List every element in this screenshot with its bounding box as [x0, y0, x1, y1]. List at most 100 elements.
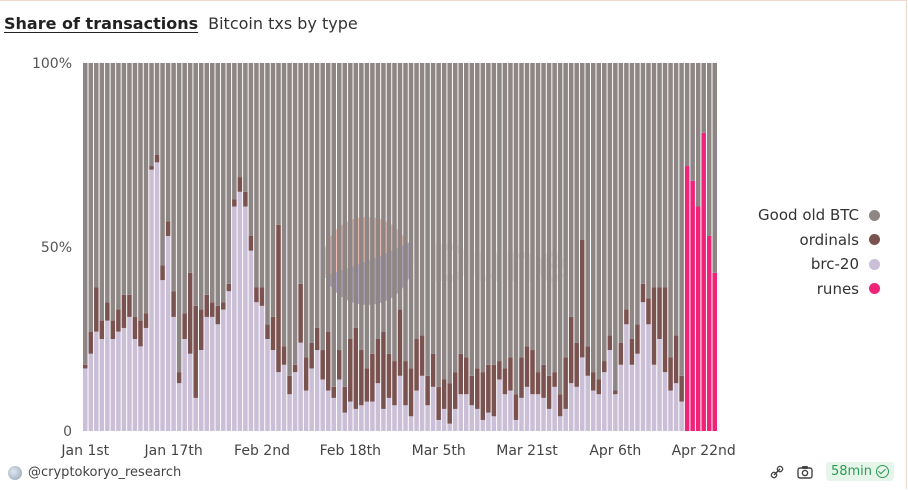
bar-ordinals[interactable] — [226, 283, 232, 292]
bar-good-old-btc[interactable] — [281, 63, 287, 347]
bar-good-old-btc[interactable] — [524, 63, 530, 347]
bar-good-old-btc[interactable] — [624, 63, 629, 310]
bar-good-old-btc[interactable] — [629, 63, 635, 339]
bar-good-old-btc[interactable] — [265, 63, 270, 325]
bar-brc20[interactable] — [430, 386, 436, 431]
bar-ordinals[interactable] — [292, 364, 298, 373]
bar-ordinals[interactable] — [419, 335, 425, 376]
bar-good-old-btc[interactable] — [94, 63, 99, 288]
bar-brc20[interactable] — [303, 390, 309, 431]
bar-good-old-btc[interactable] — [574, 63, 579, 343]
bar-ordinals[interactable] — [182, 313, 187, 339]
bar-good-old-btc[interactable] — [436, 63, 441, 387]
bar-ordinals[interactable] — [585, 346, 590, 376]
bar-ordinals[interactable] — [116, 309, 121, 332]
bar-brc20[interactable] — [215, 324, 221, 431]
bar-brc20[interactable] — [370, 401, 375, 431]
bar-brc20[interactable] — [662, 372, 668, 431]
bar-good-old-btc[interactable] — [508, 63, 513, 358]
bar-ordinals[interactable] — [121, 294, 127, 328]
bar-good-old-btc[interactable] — [325, 63, 331, 332]
bar-good-old-btc[interactable] — [143, 63, 149, 314]
legend-item-ordinals[interactable]: ordinals — [758, 228, 880, 253]
bar-ordinals[interactable] — [557, 394, 563, 417]
bar-brc20[interactable] — [210, 316, 215, 431]
bar-good-old-btc[interactable] — [287, 63, 292, 376]
bar-good-old-btc[interactable] — [491, 63, 497, 365]
bar-brc20[interactable] — [629, 364, 635, 431]
bar-ordinals[interactable] — [342, 386, 348, 413]
bar-brc20[interactable] — [486, 412, 491, 431]
bar-ordinals[interactable] — [105, 302, 110, 321]
bar-ordinals[interactable] — [651, 287, 657, 365]
bar-ordinals[interactable] — [165, 221, 171, 236]
bar-ordinals[interactable] — [381, 331, 386, 409]
bar-brc20[interactable] — [182, 339, 187, 431]
bar-ordinals[interactable] — [513, 394, 519, 420]
bar-ordinals[interactable] — [237, 177, 243, 192]
bar-good-old-btc[interactable] — [331, 63, 336, 387]
bar-ordinals[interactable] — [486, 364, 491, 413]
bar-brc20[interactable] — [337, 379, 342, 431]
bar-ordinals[interactable] — [359, 350, 364, 406]
bar-ordinals[interactable] — [574, 342, 579, 387]
bar-brc20[interactable] — [436, 419, 441, 431]
bar-good-old-btc[interactable] — [276, 63, 281, 225]
bar-good-old-btc[interactable] — [425, 63, 430, 376]
bar-brc20[interactable] — [110, 339, 116, 431]
bar-ordinals[interactable] — [348, 339, 353, 402]
bar-good-old-btc[interactable] — [248, 63, 254, 236]
bar-good-old-btc[interactable] — [618, 63, 624, 343]
bar-runes[interactable] — [695, 206, 701, 431]
bar-good-old-btc[interactable] — [99, 63, 105, 321]
bar-brc20[interactable] — [276, 372, 281, 431]
bar-brc20[interactable] — [204, 316, 209, 431]
bar-brc20[interactable] — [226, 291, 232, 431]
bar-good-old-btc[interactable] — [552, 63, 557, 373]
bar-brc20[interactable] — [596, 394, 602, 431]
bar-brc20[interactable] — [386, 397, 392, 431]
bar-brc20[interactable] — [94, 331, 99, 431]
bar-ordinals[interactable] — [270, 316, 276, 351]
bar-good-old-btc[interactable] — [657, 63, 662, 288]
bar-good-old-btc[interactable] — [254, 63, 259, 288]
bar-good-old-btc[interactable] — [541, 63, 546, 365]
bar-good-old-btc[interactable] — [640, 63, 646, 284]
bar-ordinals[interactable] — [524, 346, 530, 387]
bar-brc20[interactable] — [83, 368, 88, 431]
bar-good-old-btc[interactable] — [182, 63, 187, 314]
bar-ordinals[interactable] — [657, 287, 662, 339]
bar-brc20[interactable] — [348, 401, 353, 431]
bar-brc20[interactable] — [138, 346, 143, 431]
bar-ordinals[interactable] — [243, 191, 248, 207]
bar-brc20[interactable] — [397, 375, 403, 431]
bar-good-old-btc[interactable] — [83, 63, 88, 365]
bar-brc20[interactable] — [375, 383, 381, 431]
bar-good-old-btc[interactable] — [138, 63, 143, 321]
link-icon[interactable] — [768, 463, 786, 481]
bar-good-old-btc[interactable] — [292, 63, 298, 365]
bar-brc20[interactable] — [458, 394, 463, 431]
bar-brc20[interactable] — [121, 327, 127, 431]
bar-brc20[interactable] — [187, 353, 193, 431]
bar-ordinals[interactable] — [198, 309, 204, 351]
bar-brc20[interactable] — [546, 408, 552, 431]
bar-ordinals[interactable] — [314, 327, 320, 351]
bar-brc20[interactable] — [259, 305, 265, 431]
bar-ordinals[interactable] — [397, 309, 403, 376]
bar-brc20[interactable] — [298, 342, 303, 431]
bar-brc20[interactable] — [160, 280, 165, 431]
bar-ordinals[interactable] — [624, 309, 629, 325]
bar-brc20[interactable] — [519, 397, 524, 431]
bar-brc20[interactable] — [425, 405, 430, 431]
bar-ordinals[interactable] — [83, 364, 88, 369]
bar-brc20[interactable] — [116, 331, 121, 431]
bar-brc20[interactable] — [193, 397, 198, 431]
bar-ordinals[interactable] — [475, 368, 480, 409]
bar-good-old-btc[interactable] — [105, 63, 110, 303]
bar-good-old-btc[interactable] — [557, 63, 563, 395]
bar-good-old-btc[interactable] — [414, 63, 419, 339]
bar-ordinals[interactable] — [519, 357, 524, 398]
bar-good-old-btc[interactable] — [563, 63, 568, 358]
bar-brc20[interactable] — [419, 375, 425, 431]
